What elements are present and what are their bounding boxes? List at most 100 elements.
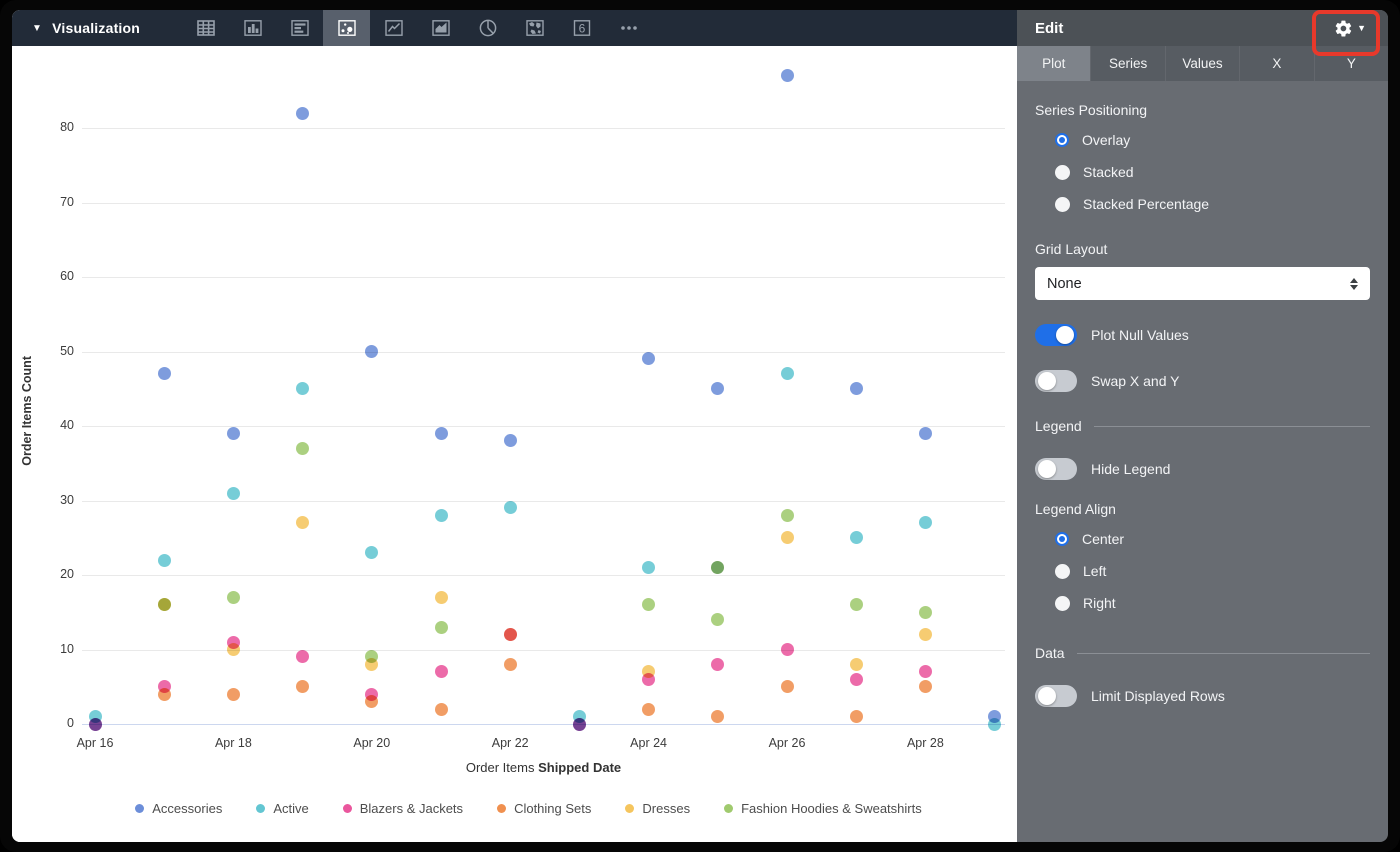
data-point[interactable] — [711, 710, 725, 724]
data-point[interactable] — [642, 561, 656, 575]
data-point[interactable] — [642, 352, 656, 366]
tab-plot[interactable]: Plot — [1017, 46, 1092, 81]
data-point[interactable] — [642, 665, 656, 679]
radio-right[interactable]: Right — [1035, 587, 1370, 619]
data-point[interactable] — [988, 717, 1002, 731]
data-point[interactable] — [296, 106, 310, 120]
data-point[interactable] — [642, 702, 656, 716]
data-point[interactable] — [711, 613, 725, 627]
data-point[interactable] — [157, 687, 171, 701]
data-point[interactable] — [226, 643, 240, 656]
viz-type-map-chart-icon[interactable] — [511, 10, 558, 46]
data-point[interactable] — [711, 657, 725, 671]
data-point[interactable] — [780, 531, 794, 545]
grid-layout-select[interactable]: None — [1035, 267, 1370, 300]
data-point[interactable] — [226, 486, 240, 500]
radio-icon[interactable] — [1055, 532, 1069, 546]
viz-type-bar-chart-icon[interactable] — [276, 10, 323, 46]
data-point[interactable] — [226, 426, 240, 440]
legend-item-fashion-hoodies-sweatshirts[interactable]: Fashion Hoodies & Sweatshirts — [724, 801, 922, 816]
data-point[interactable] — [296, 441, 310, 455]
data-point[interactable] — [780, 508, 794, 522]
data-point[interactable] — [296, 516, 310, 530]
tab-values[interactable]: Values — [1166, 46, 1241, 81]
limit-displayed-rows-row[interactable]: Limit Displayed Rows — [1035, 685, 1370, 707]
legend-item-dresses[interactable]: Dresses — [625, 801, 690, 816]
tab-series[interactable]: Series — [1091, 46, 1166, 81]
data-point[interactable] — [849, 598, 863, 612]
tab-x[interactable]: X — [1240, 46, 1315, 81]
radio-stacked[interactable]: Stacked — [1035, 156, 1370, 188]
radio-left[interactable]: Left — [1035, 555, 1370, 587]
data-point[interactable] — [434, 665, 448, 679]
data-point[interactable] — [780, 643, 794, 656]
visualization-section-toggle[interactable]: ▼ Visualization — [12, 10, 140, 46]
viz-type-table-icon[interactable] — [182, 10, 229, 46]
data-point[interactable] — [918, 516, 932, 530]
legend-item-active[interactable]: Active — [256, 801, 309, 816]
data-point[interactable] — [503, 501, 517, 515]
data-point[interactable] — [918, 680, 932, 694]
data-point[interactable] — [780, 367, 794, 381]
data-point[interactable] — [226, 687, 240, 701]
data-point[interactable] — [642, 598, 656, 612]
data-point[interactable] — [434, 620, 448, 634]
swap-x-and-y-toggle[interactable] — [1035, 370, 1077, 392]
legend-item-accessories[interactable]: Accessories — [135, 801, 222, 816]
data-point[interactable] — [296, 680, 310, 694]
radio-stacked-percentage[interactable]: Stacked Percentage — [1035, 188, 1370, 220]
viz-type-single-value-icon[interactable]: 6 — [558, 10, 605, 46]
radio-center[interactable]: Center — [1035, 523, 1370, 555]
data-point[interactable] — [918, 605, 932, 619]
hide-legend-row[interactable]: Hide Legend — [1035, 458, 1370, 480]
data-point[interactable] — [365, 546, 379, 560]
legend-item-blazers-jackets[interactable]: Blazers & Jackets — [342, 801, 463, 816]
radio-icon[interactable] — [1055, 563, 1070, 579]
data-point[interactable] — [780, 680, 794, 694]
data-point[interactable] — [849, 710, 863, 724]
radio-overlay[interactable]: Overlay — [1035, 124, 1370, 156]
radio-icon[interactable] — [1055, 164, 1070, 180]
data-point[interactable] — [365, 695, 379, 709]
data-point[interactable] — [780, 69, 794, 83]
plot-null-values-toggle[interactable] — [1035, 324, 1077, 346]
data-point[interactable] — [226, 590, 240, 604]
data-point[interactable] — [711, 561, 725, 575]
data-point[interactable] — [157, 553, 171, 567]
viz-type-line-chart-icon[interactable] — [370, 10, 417, 46]
viz-type-scatter-chart-icon[interactable] — [323, 10, 371, 46]
data-point[interactable] — [849, 657, 863, 671]
data-point[interactable] — [503, 628, 517, 642]
radio-icon[interactable] — [1055, 133, 1069, 147]
data-point[interactable] — [296, 650, 310, 664]
data-point[interactable] — [503, 657, 517, 671]
data-point[interactable] — [918, 426, 932, 440]
viz-type-pie-chart-icon[interactable] — [464, 10, 511, 46]
hide-legend-toggle[interactable] — [1035, 458, 1077, 480]
legend-item-clothing-sets[interactable]: Clothing Sets — [497, 801, 591, 816]
data-point[interactable] — [918, 628, 932, 642]
data-point[interactable] — [434, 508, 448, 522]
data-point[interactable] — [849, 382, 863, 396]
data-point[interactable] — [711, 382, 725, 396]
data-point[interactable] — [365, 345, 379, 358]
tab-y[interactable]: Y — [1346, 56, 1356, 71]
data-point[interactable] — [434, 702, 448, 716]
data-point[interactable] — [503, 434, 517, 448]
viz-type-area-chart-icon[interactable] — [417, 10, 464, 46]
viz-type-column-chart-icon[interactable] — [229, 10, 276, 46]
gear-icon[interactable] — [1334, 19, 1353, 38]
data-point[interactable] — [157, 598, 171, 612]
data-point[interactable] — [918, 665, 932, 679]
radio-icon[interactable] — [1055, 595, 1070, 611]
swap-x-y-row[interactable]: Swap X and Y — [1035, 370, 1370, 392]
data-point[interactable] — [849, 531, 863, 545]
viz-type-more-icon[interactable] — [605, 10, 652, 46]
data-point[interactable] — [157, 367, 171, 381]
data-point[interactable] — [434, 426, 448, 440]
data-point[interactable] — [849, 672, 863, 686]
radio-icon[interactable] — [1055, 196, 1070, 212]
data-point[interactable] — [572, 717, 586, 731]
limit-displayed-rows-toggle[interactable] — [1035, 685, 1077, 707]
data-point[interactable] — [88, 717, 102, 731]
